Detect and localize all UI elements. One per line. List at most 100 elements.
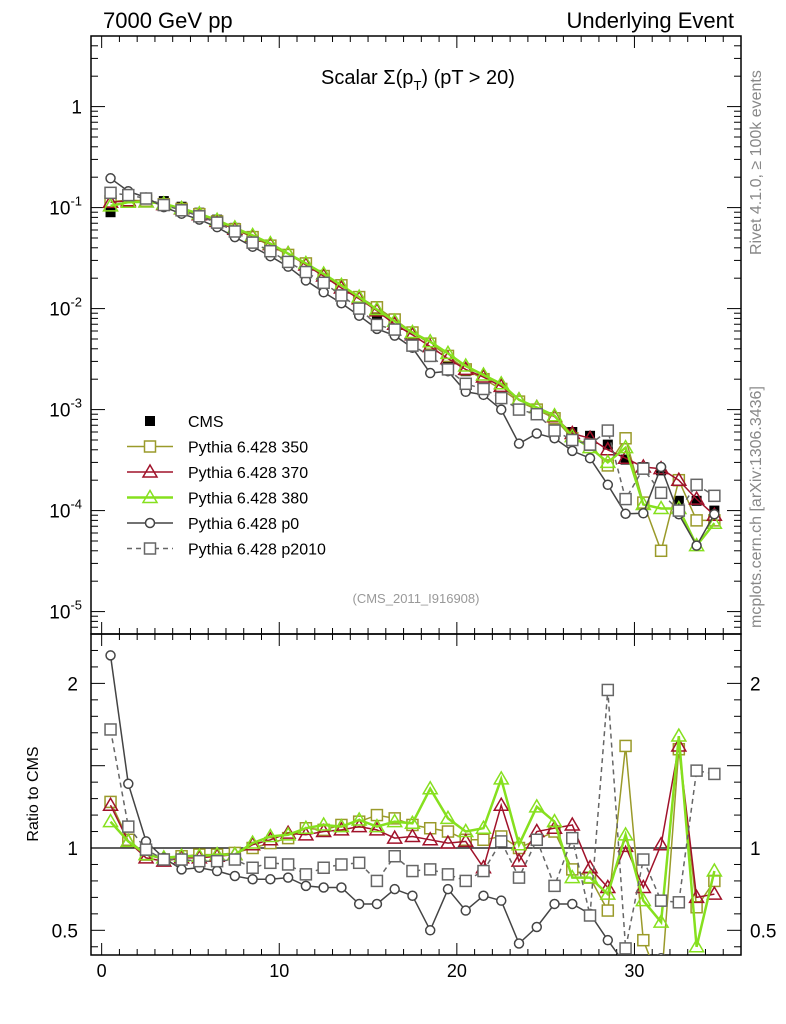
data-point-p380	[350, 288, 368, 303]
ratio-point-p380	[688, 938, 705, 953]
data-point-cms	[567, 427, 578, 438]
ratio-point-p0	[424, 925, 436, 936]
ratio-point-p380	[368, 818, 386, 833]
ratio-point-p0	[229, 870, 241, 882]
ratio-point-p370	[368, 821, 386, 836]
ratio-point-p0	[513, 938, 525, 949]
ratio-point-p0	[105, 650, 116, 661]
ratio-point-p380	[617, 826, 634, 841]
legend-marker-p2010	[143, 542, 157, 555]
ratio-point-p0	[495, 895, 507, 906]
ratio-point-p2010	[388, 849, 401, 863]
data-point-cms	[585, 430, 596, 441]
data-point-p2010	[672, 504, 686, 517]
data-point-p2010	[352, 302, 366, 315]
data-point-cms	[602, 439, 613, 450]
ratio-point-p380	[492, 770, 510, 785]
ratio-point-p380	[475, 819, 492, 834]
data-point-p0	[638, 508, 649, 519]
legend-label-cms: CMS	[188, 414, 224, 431]
data-point-p0	[691, 540, 702, 551]
ratio-point-p2010	[530, 833, 544, 847]
ratio-y-tick-label-right: 2	[750, 674, 761, 695]
ratio-point-p0	[353, 898, 365, 910]
data-point-p380	[599, 453, 617, 469]
data-point-p2010	[423, 349, 437, 363]
ratio-point-p2010	[299, 868, 313, 881]
process-label: Underlying Event	[566, 8, 734, 33]
ratio-point-p2010	[672, 896, 686, 909]
ratio-point-p370	[510, 852, 528, 867]
ratio-point-p350	[601, 904, 615, 917]
data-point-p370	[670, 471, 688, 486]
data-point-p380	[492, 375, 510, 390]
data-point-cms	[691, 495, 702, 506]
ratio-point-p0	[674, 982, 683, 991]
data-point-p380	[617, 439, 634, 454]
ratio-point-p380	[439, 809, 457, 825]
chart-title: Scalar Σ(pT) (pT > 20)	[321, 67, 515, 93]
y-tick-label: 10-2	[49, 295, 82, 321]
data-point-p2010	[441, 363, 455, 376]
ratio-point-p0	[692, 982, 701, 991]
data-point-p0	[584, 452, 596, 464]
data-point-p2010	[335, 289, 348, 302]
ratio-point-p380	[262, 827, 279, 843]
data-point-p0	[567, 445, 578, 457]
data-point-p0	[495, 404, 507, 415]
ratio-point-p380	[386, 813, 403, 828]
ratio-point-p380	[652, 913, 670, 928]
legend-marker-p380	[141, 489, 159, 504]
ratio-point-p2010	[281, 858, 295, 871]
ratio-point-p2010	[104, 723, 117, 736]
ratio-point-p0	[282, 872, 294, 883]
ratio-y-tick-label: 0.5	[52, 921, 78, 942]
ratio-point-p0	[656, 953, 666, 955]
ratio-point-p2010	[566, 831, 579, 845]
data-point-p2010	[104, 186, 117, 200]
ratio-point-p2010	[317, 861, 330, 875]
ratio-point-p370	[333, 821, 350, 836]
ratio-point-p0	[300, 880, 312, 892]
ratio-point-p2010	[406, 864, 419, 878]
y-tick-label: 10-3	[49, 396, 82, 422]
ratio-point-p2010	[193, 854, 206, 868]
data-point-p2010	[299, 265, 313, 279]
ratio-point-p2010	[637, 853, 650, 866]
ratio-point-p2010	[423, 863, 437, 876]
data-point-p380	[421, 333, 439, 348]
data-point-p2010	[619, 492, 632, 506]
ratio-point-p2010	[494, 835, 508, 848]
data-point-p380	[652, 499, 670, 515]
ratio-point-p2010	[210, 854, 224, 868]
data-point-p2010	[494, 391, 508, 405]
ratio-point-p2010	[619, 942, 632, 955]
data-point-p2010	[370, 318, 384, 332]
data-point-p2010	[690, 478, 703, 492]
data-point-p380	[368, 300, 386, 316]
data-point-p2010	[654, 486, 668, 500]
ratio-point-p380	[510, 836, 528, 851]
ratio-point-p2010	[601, 683, 615, 697]
ratio-point-p0	[602, 934, 614, 946]
data-point-p0	[424, 367, 436, 379]
ratio-y-tick-label: 1	[67, 839, 78, 860]
ratio-point-p370	[457, 832, 475, 848]
ratio-point-p0	[460, 905, 471, 916]
ratio-point-p0	[336, 882, 347, 893]
data-point-p370	[688, 490, 705, 505]
ratio-point-p380	[421, 780, 439, 795]
ratio-point-p0	[211, 865, 223, 877]
ratio-point-p350	[104, 795, 117, 809]
ratio-point-p0	[567, 898, 578, 910]
ratio-point-p380	[404, 814, 421, 830]
ratio-point-p380	[635, 892, 652, 907]
ratio-y-tick-label-right: 1	[750, 839, 761, 860]
data-point-p2010	[566, 433, 579, 447]
ratio-point-p2010	[477, 864, 490, 878]
data-point-p0	[602, 479, 614, 491]
legend-marker-cms	[145, 416, 155, 426]
data-point-p380	[706, 514, 723, 529]
data-point-p0	[318, 287, 329, 298]
ratio-y-tick-label-right: 0.5	[750, 921, 776, 942]
